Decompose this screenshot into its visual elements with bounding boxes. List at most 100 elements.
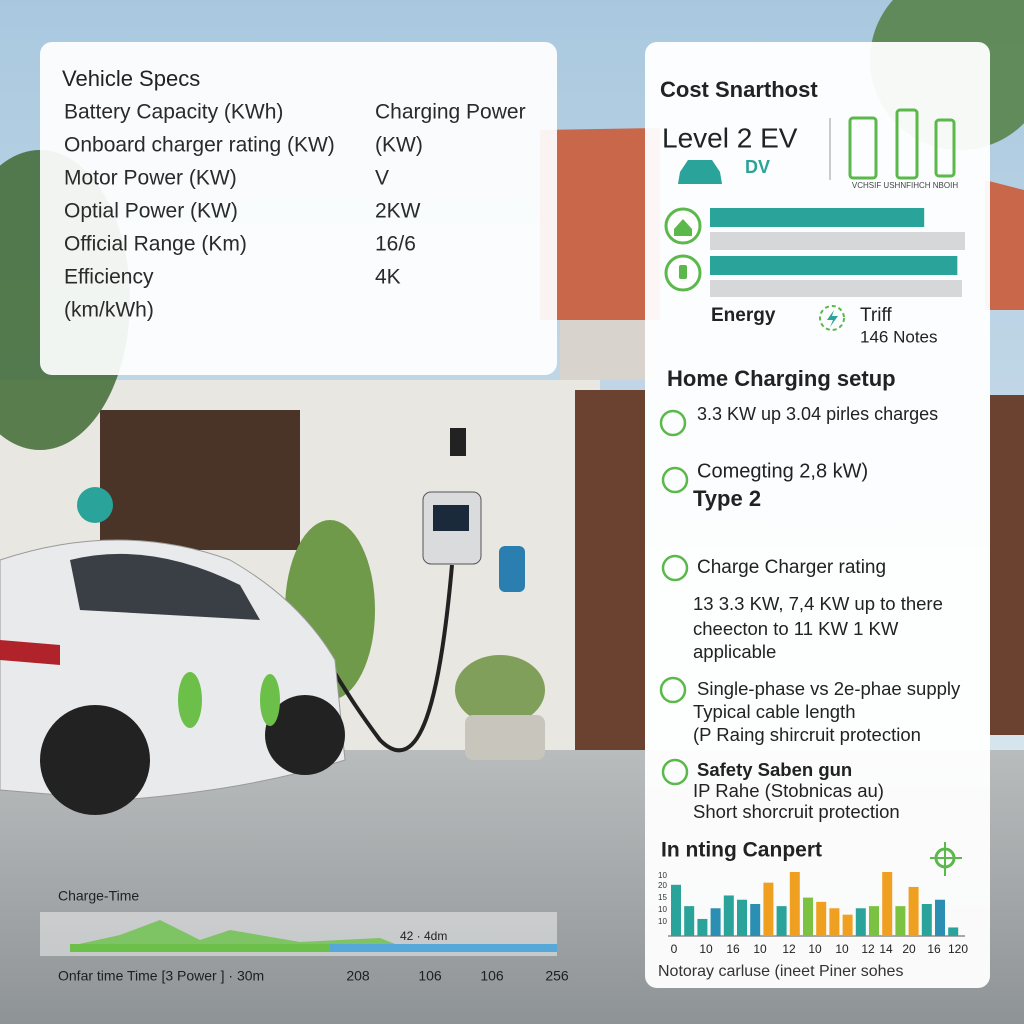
chart-footer: Notoray carluse (ineet Piner sohes xyxy=(658,963,903,980)
lamp xyxy=(450,428,466,456)
spec-label: Onboard charger rating (KW) xyxy=(64,134,335,157)
plug-holder xyxy=(499,546,525,592)
x-label: 10 xyxy=(835,942,849,956)
panel-title: Vehicle Specs xyxy=(62,66,200,91)
bar xyxy=(829,908,840,936)
y-label: 15 xyxy=(658,893,667,902)
bar xyxy=(710,908,721,936)
spec-value: 16/6 xyxy=(375,233,416,256)
spec-label: Battery Capacity (KWh) xyxy=(64,101,283,124)
bolt xyxy=(827,310,838,327)
bolt-icon xyxy=(819,305,845,331)
x-label: 120 xyxy=(948,942,968,956)
legend-label: Triff xyxy=(860,305,892,326)
strip-axis-label: 256 xyxy=(545,968,569,984)
item-text: IP Rahe (Stobnicas au) xyxy=(693,780,884,801)
car-decal xyxy=(260,674,280,726)
strip-title: Charge-Time xyxy=(58,888,139,904)
item-text: Single-phase vs 2e-phae supply xyxy=(697,678,961,699)
battery-icon xyxy=(895,108,919,180)
spec-value: Charging Power xyxy=(375,101,526,124)
car-decal xyxy=(178,672,202,728)
wallbox-screen xyxy=(433,505,469,531)
x-label: 16 xyxy=(726,942,740,956)
cable xyxy=(318,564,454,753)
badge xyxy=(77,487,113,523)
item-text: Typical cable length xyxy=(693,701,856,722)
section-title: Home Charging setup xyxy=(667,366,896,391)
item-text: Charge Charger rating xyxy=(697,557,886,578)
item-icon xyxy=(659,676,687,704)
bar xyxy=(895,906,906,936)
time-area xyxy=(70,920,400,946)
bar xyxy=(908,886,919,936)
strip-axis-label: 208 xyxy=(346,968,370,984)
x-label: 12 xyxy=(782,942,796,956)
bar xyxy=(776,906,787,936)
bar xyxy=(803,897,813,936)
y-label: 20 xyxy=(658,881,667,890)
strip-axis-label: Onfar time Time [3 Power ] · 30m xyxy=(58,968,264,984)
spec-value: 2KW xyxy=(375,200,421,223)
bar xyxy=(684,906,695,936)
bar xyxy=(842,914,853,936)
chart-title: In nting Canpert xyxy=(661,839,822,862)
strip-axis-label: 106 xyxy=(418,968,442,984)
garage-door-right xyxy=(990,395,1024,735)
spec-label: Optial Power (KW) xyxy=(64,200,238,223)
car-wheel xyxy=(265,695,345,775)
progress-bar xyxy=(710,208,925,227)
item-text: 13 3.3 KW, 7,4 KW up to there xyxy=(693,593,943,614)
eave xyxy=(560,320,660,380)
window xyxy=(100,410,300,550)
bar xyxy=(737,899,747,936)
progress-track xyxy=(710,280,962,297)
bar xyxy=(869,906,879,936)
plug-icon-shape xyxy=(679,265,687,279)
bar xyxy=(671,884,681,936)
item-text: (P Raing shircruit protection xyxy=(693,724,921,745)
progress-bars xyxy=(710,208,958,275)
spec-label: Motor Power (KW) xyxy=(64,167,237,190)
time-bar-fill xyxy=(70,944,330,952)
y-label: 10 xyxy=(658,917,667,926)
setup-list: 3.3 KW up 3.04 pirles charges Comegting 2… xyxy=(659,404,961,822)
bar xyxy=(882,872,893,936)
roof-right xyxy=(985,180,1024,310)
tail-light xyxy=(0,640,60,665)
pot xyxy=(465,715,545,760)
spec-value: V xyxy=(375,167,389,190)
specs-panel xyxy=(40,42,557,375)
roof xyxy=(540,128,660,320)
garage-door xyxy=(575,390,645,750)
x-label: 10 xyxy=(753,942,767,956)
icon-caption: VCHSIF USHNFIHCH NBOIH xyxy=(852,181,958,190)
item-icon xyxy=(661,554,689,582)
spec-label: (km/kWh) xyxy=(64,299,154,322)
bar xyxy=(789,872,800,936)
spec-rows: Battery Capacity (KWh) Charging Power Onbo… xyxy=(64,101,526,322)
bar xyxy=(855,908,866,936)
bar xyxy=(935,899,945,936)
x-label: 10 xyxy=(808,942,822,956)
x-label: 0 xyxy=(671,942,678,956)
spec-label: Official Range (Km) xyxy=(64,233,247,256)
level-sub: DV xyxy=(745,157,770,177)
y-label: 10 xyxy=(658,905,667,914)
item-text: applicable xyxy=(693,641,776,662)
x-label: 14 xyxy=(879,942,893,956)
bar xyxy=(697,918,708,936)
legend-label: Energy xyxy=(711,305,776,326)
item-icon xyxy=(659,409,687,437)
car-wheel xyxy=(40,705,150,815)
car-window xyxy=(70,553,260,620)
bar xyxy=(921,904,932,936)
x-label: 12 xyxy=(861,942,875,956)
item-text: Type 2 xyxy=(693,486,761,511)
info-panel xyxy=(645,42,990,988)
bar xyxy=(816,901,827,936)
item-text: Comegting 2,8 kW) xyxy=(697,460,868,482)
y-label: 10 xyxy=(658,871,667,880)
